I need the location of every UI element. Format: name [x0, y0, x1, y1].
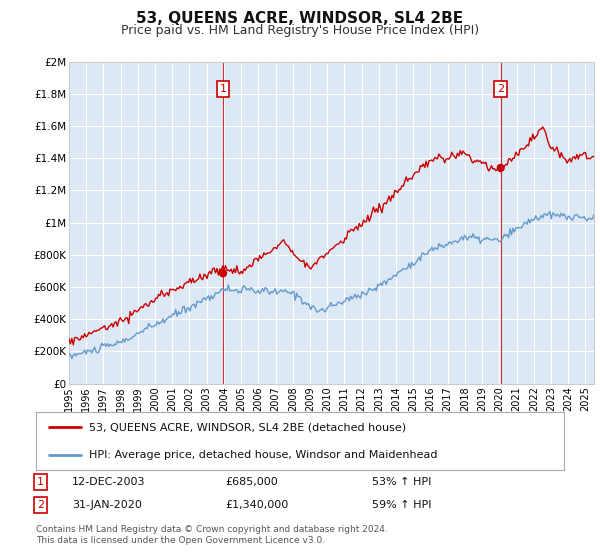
Text: Contains HM Land Registry data © Crown copyright and database right 2024.
This d: Contains HM Land Registry data © Crown c…	[36, 525, 388, 545]
Text: 31-JAN-2020: 31-JAN-2020	[72, 500, 142, 510]
Text: £1,340,000: £1,340,000	[225, 500, 288, 510]
Text: 2: 2	[497, 84, 504, 94]
Text: 53, QUEENS ACRE, WINDSOR, SL4 2BE (detached house): 53, QUEENS ACRE, WINDSOR, SL4 2BE (detac…	[89, 422, 406, 432]
Text: 1: 1	[37, 477, 44, 487]
Text: Price paid vs. HM Land Registry's House Price Index (HPI): Price paid vs. HM Land Registry's House …	[121, 24, 479, 36]
Point	[218, 269, 228, 278]
Text: £685,000: £685,000	[225, 477, 278, 487]
Text: HPI: Average price, detached house, Windsor and Maidenhead: HPI: Average price, detached house, Wind…	[89, 450, 437, 460]
Text: 2: 2	[37, 500, 44, 510]
Text: 59% ↑ HPI: 59% ↑ HPI	[372, 500, 431, 510]
Text: 53% ↑ HPI: 53% ↑ HPI	[372, 477, 431, 487]
Text: 12-DEC-2003: 12-DEC-2003	[72, 477, 146, 487]
Text: 1: 1	[220, 84, 227, 94]
Text: 53, QUEENS ACRE, WINDSOR, SL4 2BE: 53, QUEENS ACRE, WINDSOR, SL4 2BE	[136, 11, 464, 26]
Point	[496, 164, 506, 172]
